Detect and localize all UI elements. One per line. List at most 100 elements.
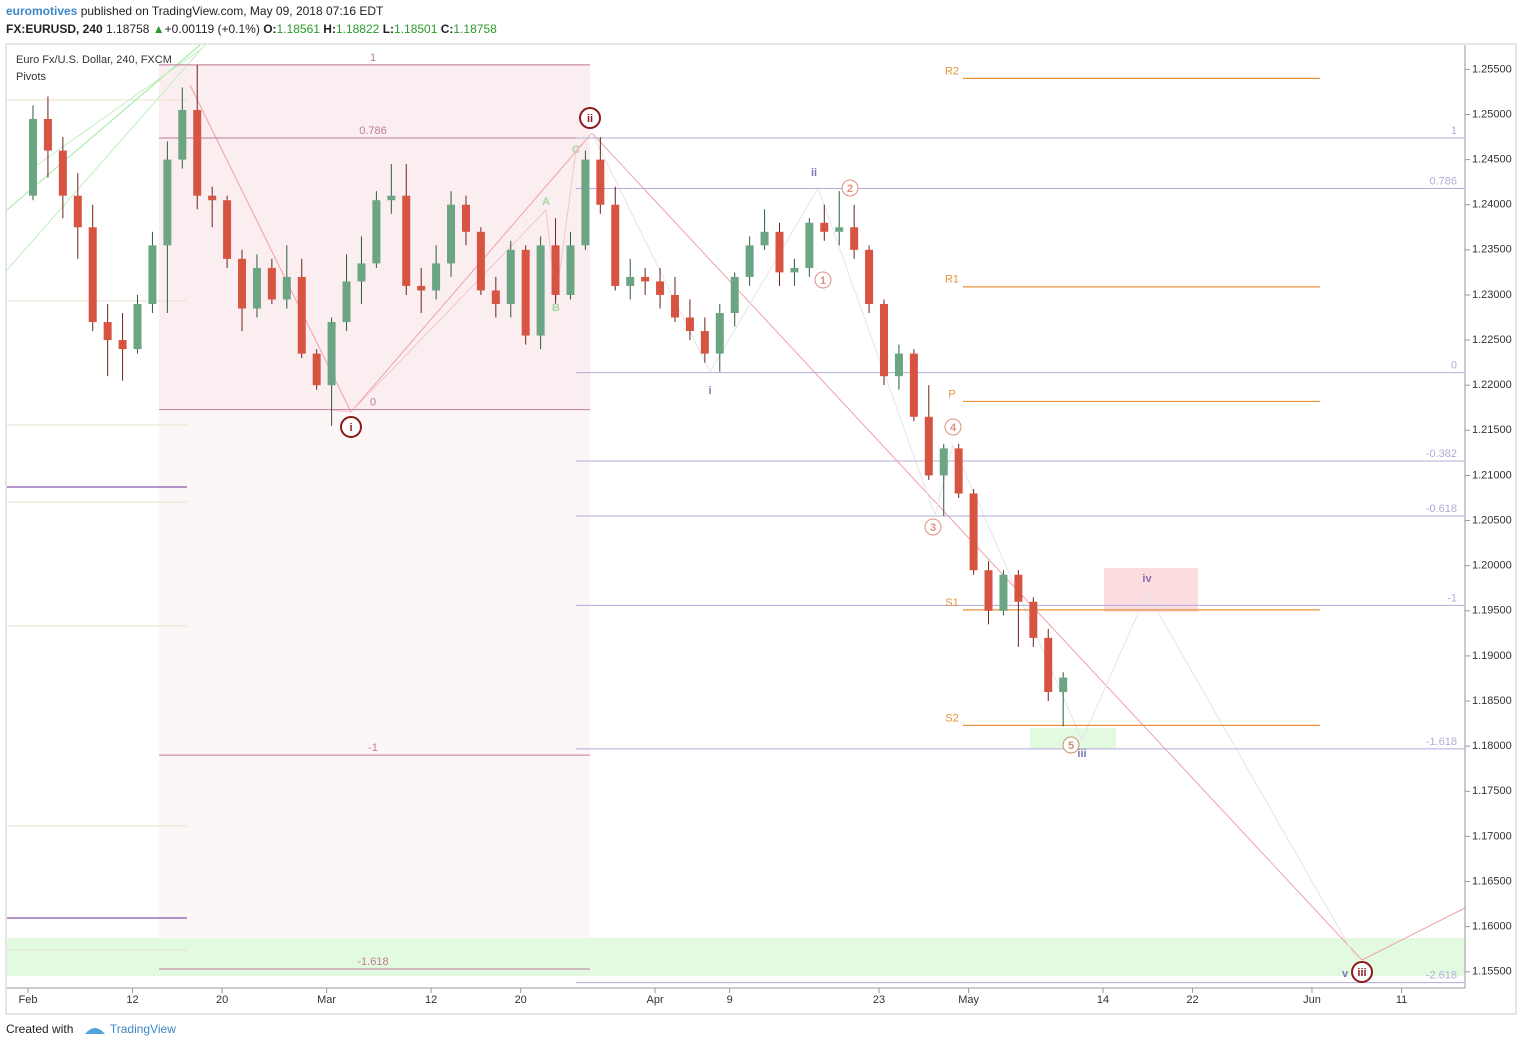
channel [6, 44, 206, 271]
candle-body [790, 267, 799, 273]
frame [5, 43, 1517, 1015]
candle-body [103, 322, 112, 341]
candle-body [252, 267, 261, 309]
candle-body [29, 118, 37, 196]
candle-body [88, 227, 97, 323]
candle-body [700, 331, 709, 354]
abc-path [329, 132, 593, 413]
y-tick-label: 1.19500 [1472, 605, 1512, 617]
y-tick-label: 1.23500 [1472, 244, 1512, 256]
y-tick-label: 1.20500 [1472, 514, 1512, 526]
fib-left-label: 0 [370, 396, 376, 408]
x-tick-label: 9 [727, 994, 733, 1006]
indicator-name: Pivots [16, 71, 46, 83]
chart-title: Euro Fx/U.S. Dollar, 240, FXCM [16, 54, 172, 66]
wave-circle [924, 518, 942, 536]
candle-body [984, 570, 993, 611]
candle-body [611, 204, 620, 286]
wave-circle [841, 179, 859, 197]
candle-body [670, 294, 679, 318]
candle-body [163, 159, 172, 246]
candle-body [969, 493, 978, 571]
candle-body [775, 231, 784, 273]
fib-right-label: -2.618 [1426, 969, 1457, 981]
candle-body [73, 195, 82, 228]
y-tick-label: 1.19000 [1472, 650, 1512, 662]
candle-body [745, 245, 754, 277]
h-label: H: [323, 22, 336, 36]
candle-body [193, 109, 202, 196]
x-tick-label: Feb [19, 994, 38, 1006]
wave-circle [1351, 961, 1373, 983]
wave-label: 5 [1068, 740, 1074, 752]
pivots-label: R1 [945, 274, 959, 286]
channel [6, 44, 201, 211]
x-tick-label: Mar [317, 994, 336, 1006]
wave-circle [579, 107, 601, 129]
y-tick-label: 1.21500 [1472, 424, 1512, 436]
candle-body [551, 245, 560, 295]
wave-iii-box [1030, 728, 1116, 749]
candle-body [402, 195, 411, 286]
fib-left-label: -1 [368, 742, 378, 754]
candle-body [566, 245, 575, 295]
y-tick-label: 1.15500 [1472, 966, 1512, 978]
candle-body [1029, 601, 1038, 638]
candle-body [238, 258, 247, 309]
candle-body [760, 231, 769, 246]
candle-body [820, 222, 829, 232]
candle-body [417, 285, 426, 291]
candle-body [357, 263, 366, 282]
candle-body [924, 416, 933, 476]
candle-body [342, 281, 351, 323]
y-tick-label: 1.24000 [1472, 199, 1512, 211]
candle-body [178, 109, 187, 160]
old-pivots [7, 99, 187, 951]
subwave-path [591, 132, 1358, 961]
x-tick-label: May [958, 994, 979, 1006]
logo [84, 1027, 105, 1034]
fib-zone [159, 64, 590, 409]
wave-circle [814, 271, 832, 289]
wave-label: B [552, 302, 560, 314]
candle-body [999, 574, 1008, 611]
candle-body [685, 317, 694, 332]
candle-body [730, 276, 739, 314]
candle-body [312, 353, 321, 386]
author[interactable]: euromotives [6, 4, 78, 18]
x-tick-label: 12 [126, 994, 138, 1006]
fib-right-label: 0.786 [1429, 175, 1457, 187]
low: 1.18501 [394, 22, 438, 36]
pivots-label: R2 [945, 65, 959, 77]
symbol: FX:EURUSD, 240 [6, 22, 103, 36]
pivots-label: S2 [945, 712, 958, 724]
fib-left-label: -1.618 [357, 956, 388, 968]
candle-body [447, 204, 456, 264]
candle-body [506, 249, 515, 304]
x-tick-label: 12 [425, 994, 437, 1006]
x-tick-label: Apr [646, 994, 663, 1006]
y-tick-label: 1.17000 [1472, 830, 1512, 842]
y-tick-label: 1.17500 [1472, 785, 1512, 797]
wave-label: 4 [950, 422, 957, 434]
brand[interactable]: TradingView [109, 1022, 176, 1036]
y-tick-label: 1.18000 [1472, 740, 1512, 752]
x-tick-label: 20 [515, 994, 527, 1006]
wave-label: v [1342, 968, 1349, 980]
wave-label: A [542, 196, 550, 208]
published: published on TradingView.com, May 09, 20… [80, 4, 384, 18]
c-label: C: [440, 22, 454, 36]
candle-body [865, 249, 874, 304]
footer: Created with TradingView [6, 1022, 176, 1036]
y-tick-label: 1.22000 [1472, 379, 1512, 391]
wave-path [189, 84, 1466, 961]
candle-body [118, 340, 127, 350]
arrow: ▲ [152, 22, 165, 36]
fib-right-label: -1.618 [1426, 736, 1457, 748]
candle-body [850, 227, 859, 250]
y-tick-label: 1.25000 [1472, 108, 1512, 120]
candle-body [835, 227, 844, 232]
candle-body [656, 281, 665, 295]
target-zone [7, 938, 1465, 976]
